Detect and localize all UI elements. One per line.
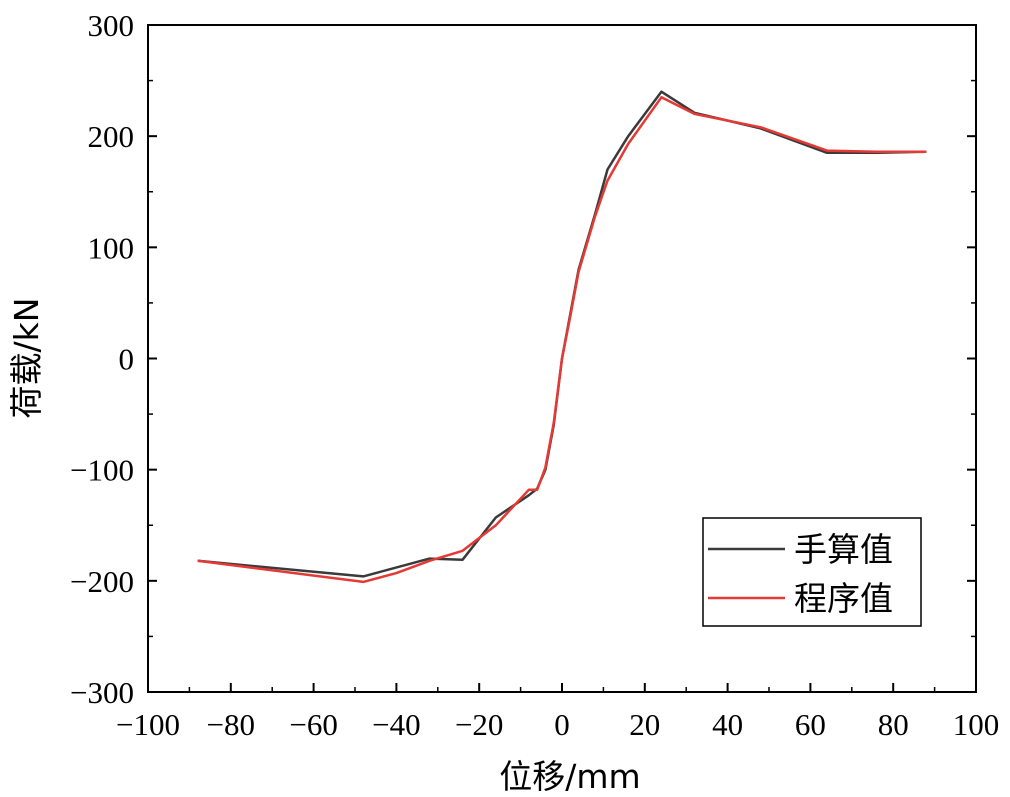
y-tick-label: 300 [88,8,135,43]
y-axis-title: 荷载/kN [7,298,46,419]
legend: 手算值 程序值 [702,517,922,627]
x-tick-label: 0 [554,707,570,742]
series-line-1 [197,96,927,584]
axis-tick-labels: −100 −80 −60 −40 −20 0 20 40 60 80 100−300−200−100… [70,8,999,742]
x-axis-title: 位移/mm [499,757,640,796]
x-tick-label: −100 [116,707,180,742]
x-tick-label: −20 [455,707,503,742]
x-tick-label: 40 [712,707,743,742]
y-tick-label: 100 [88,230,135,265]
x-tick-label: −80 [207,707,255,742]
axis-ticks [147,24,977,693]
legend-label-hand-calc: 手算值 [794,530,893,569]
x-tick-label: 20 [629,707,660,742]
x-tick-label: −40 [372,707,420,742]
y-tick-label: 200 [88,119,135,154]
y-tick-label: −100 [70,453,134,488]
x-tick-label: 60 [795,707,826,742]
legend-box [702,517,922,627]
series-line-0 [197,90,927,578]
legend-label-program: 程序值 [794,579,893,618]
x-tick-label: 80 [878,707,909,742]
series-lines [197,90,927,584]
x-tick-label: −60 [289,707,337,742]
x-tick-label: 100 [953,707,1000,742]
y-tick-label: −200 [70,564,134,599]
y-tick-label: 0 [119,342,135,377]
y-tick-label: −300 [70,675,134,710]
